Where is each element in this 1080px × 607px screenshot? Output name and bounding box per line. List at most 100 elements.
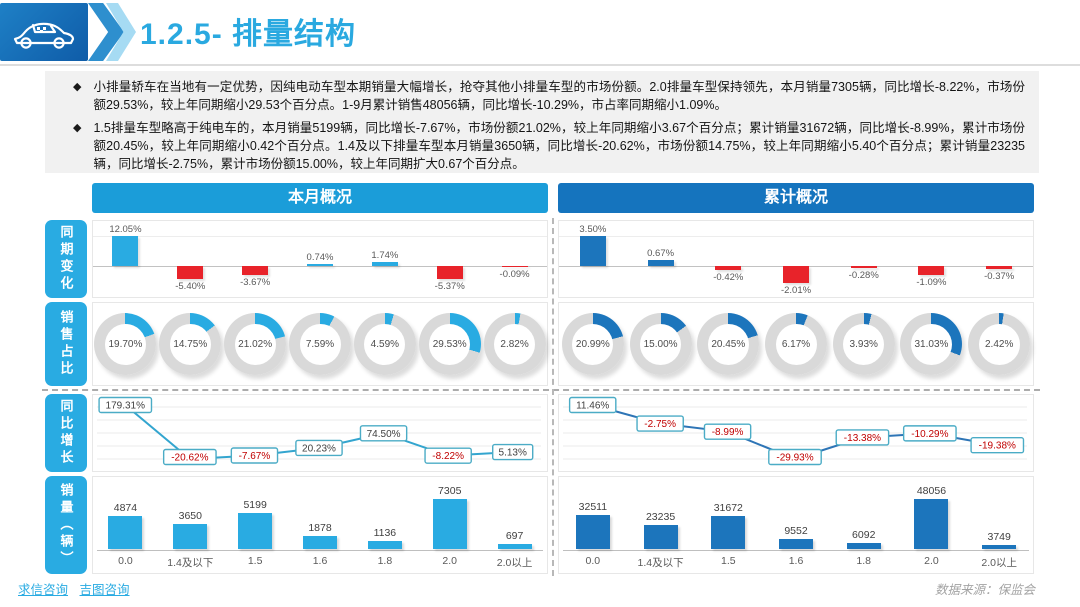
negative-bar	[918, 266, 945, 276]
donut-hole: 4.59%	[364, 323, 406, 365]
volume-bar	[711, 516, 746, 549]
donut-hole: 20.45%	[707, 323, 749, 365]
volume-value-label: 4874	[113, 501, 138, 514]
bar-value-label: 0.74%	[306, 252, 334, 264]
gridline	[93, 236, 547, 237]
donut-cell: 20.45%	[694, 313, 762, 375]
category-label: 1.8	[856, 555, 872, 567]
category-label: 2.0以上	[981, 557, 1017, 569]
summary-block: ◆ 小排量轿车在当地有一定优势，因纯电动车型本期销量大幅增长，抢夺其他小排量车型…	[45, 71, 1039, 173]
link-qiuxin-consulting[interactable]: 求信咨询	[18, 583, 69, 597]
category-label: 1.5	[720, 555, 736, 567]
link-jitu-consulting[interactable]: 吉图咨询	[79, 583, 130, 597]
bar-value-label: 0.67%	[647, 248, 675, 260]
month-yoy-line-chart: 179.31% -20.62% -7.67% 20.23% 74.50% -8.22% 5.…	[92, 394, 548, 472]
positive-bar	[647, 260, 674, 266]
volume-bar	[432, 499, 467, 549]
donut-cell: 20.99%	[559, 313, 627, 375]
donut-hole: 20.99%	[572, 323, 614, 365]
cumulative-period-change-chart: 3.50% 0.67% -0.42% -2.01% -0.28% -1.09% -0.37%	[558, 220, 1034, 298]
volume-bar	[575, 515, 610, 549]
positive-bar	[307, 264, 333, 266]
volume-bar-cell: 4874 0.0	[93, 477, 158, 573]
donut-hole: 31.03%	[910, 323, 952, 365]
donut-value-label: 14.75%	[173, 338, 208, 350]
section-header-month: 本月概况	[92, 183, 548, 213]
volume-bar-cell: 1136 1.8	[352, 477, 417, 573]
category-label: 1.8	[377, 555, 393, 567]
volume-bar	[303, 536, 337, 549]
svg-text:20.23%: 20.23%	[302, 443, 336, 454]
category-label: 1.6	[312, 555, 328, 567]
category-label: 1.6	[788, 555, 804, 567]
donut-hole: 19.70%	[104, 323, 146, 365]
bullet-item: ◆ 1.5排量车型略高于纯电车的，本月销量5199辆，同比增长-7.67%，市场…	[59, 119, 1025, 173]
donut-hole: 2.82%	[494, 323, 536, 365]
volume-bar-cell: 9552 1.6	[762, 477, 830, 573]
mini-bar-cell: -0.37%	[965, 221, 1033, 297]
x-axis	[97, 550, 543, 551]
category-label: 0.0	[118, 555, 133, 567]
donut-cell: 15.00%	[627, 313, 695, 375]
donut-hole: 14.75%	[169, 323, 211, 365]
negative-bar	[783, 266, 810, 284]
svg-text:-8.22%: -8.22%	[432, 451, 464, 462]
bullet-item: ◆ 小排量轿车在当地有一定优势，因纯电动车型本期销量大幅增长，抢夺其他小排量车型…	[59, 78, 1025, 114]
volume-bar	[367, 541, 402, 549]
volume-bar	[238, 513, 273, 549]
month-volume-bar-chart: 4874 0.0 3650 1.4及以下 5199 1.5 1878 1.6 1136 1.8 73…	[92, 476, 548, 574]
positive-bar	[112, 236, 139, 266]
category-label: 1.4及以下	[637, 557, 684, 569]
header: 1.2.5- 排量结构	[0, 0, 1080, 66]
volume-value-label: 9552	[784, 525, 808, 538]
donut-cell: 6.17%	[762, 313, 830, 375]
svg-text:-29.93%: -29.93%	[776, 453, 813, 464]
category-label: 2.0	[924, 555, 939, 567]
donut-cell: 3.93%	[830, 313, 898, 375]
negative-bar	[501, 266, 528, 267]
donut-hole: 21.02%	[234, 323, 276, 365]
volume-bar	[982, 545, 1017, 549]
share-donut-chart: 31.03%	[900, 313, 963, 375]
svg-text:5.13%: 5.13%	[499, 448, 527, 459]
donut-value-label: 21.02%	[238, 338, 273, 350]
volume-bar	[643, 524, 678, 549]
category-label: 0.0	[585, 555, 601, 567]
bar-value-label: -0.28%	[848, 270, 879, 282]
svg-text:-2.75%: -2.75%	[644, 419, 676, 430]
svg-text:-7.67%: -7.67%	[239, 451, 271, 462]
svg-text:-8.99%: -8.99%	[712, 427, 744, 438]
volume-value-label: 7305	[438, 485, 462, 497]
donut-value-label: 6.17%	[781, 338, 811, 350]
volume-bar-cell: 1878 1.6	[288, 477, 353, 573]
car-icon	[13, 22, 75, 49]
donut-value-label: 2.42%	[984, 338, 1014, 350]
volume-value-label: 1136	[373, 527, 397, 540]
donut-value-label: 31.03%	[914, 338, 949, 350]
cumulative-volume-bar-chart: 32511 0.0 23235 1.4及以下 31672 1.5 9552 1.6 6092 1.…	[558, 476, 1034, 574]
volume-bar-cell: 31672 1.5	[694, 477, 762, 573]
section-month: 本月概况 12.05% -5.40% -3.67% 0.74% 1.74% -5.37% -…	[92, 178, 548, 578]
bar-value-label: -2.01%	[780, 285, 812, 297]
diamond-bullet-icon: ◆	[73, 81, 82, 93]
mini-bar-cell: -0.09%	[482, 221, 547, 297]
donut-value-label: 29.53%	[432, 338, 467, 350]
share-donut-chart: 4.59%	[353, 313, 416, 375]
gridline	[559, 236, 1033, 237]
svg-text:-10.29%: -10.29%	[911, 429, 948, 440]
volume-bar	[846, 542, 881, 549]
bar-value-label: 1.74%	[371, 249, 399, 261]
data-source: 数据来源：保监会	[934, 583, 1035, 597]
svg-text:-19.38%: -19.38%	[979, 441, 1016, 452]
svg-text:-13.38%: -13.38%	[844, 433, 881, 444]
positive-bar	[579, 236, 606, 266]
donut-hole: 7.59%	[299, 323, 341, 365]
x-axis	[563, 550, 1029, 551]
volume-value-label: 697	[505, 530, 524, 543]
bar-value-label: 12.05%	[109, 224, 142, 235]
svg-text:74.50%: 74.50%	[367, 429, 401, 440]
bar-value-label: -5.37%	[434, 281, 465, 293]
mini-bar-cell: 1.74%	[352, 221, 417, 297]
bar-value-label: -1.09%	[916, 277, 947, 289]
